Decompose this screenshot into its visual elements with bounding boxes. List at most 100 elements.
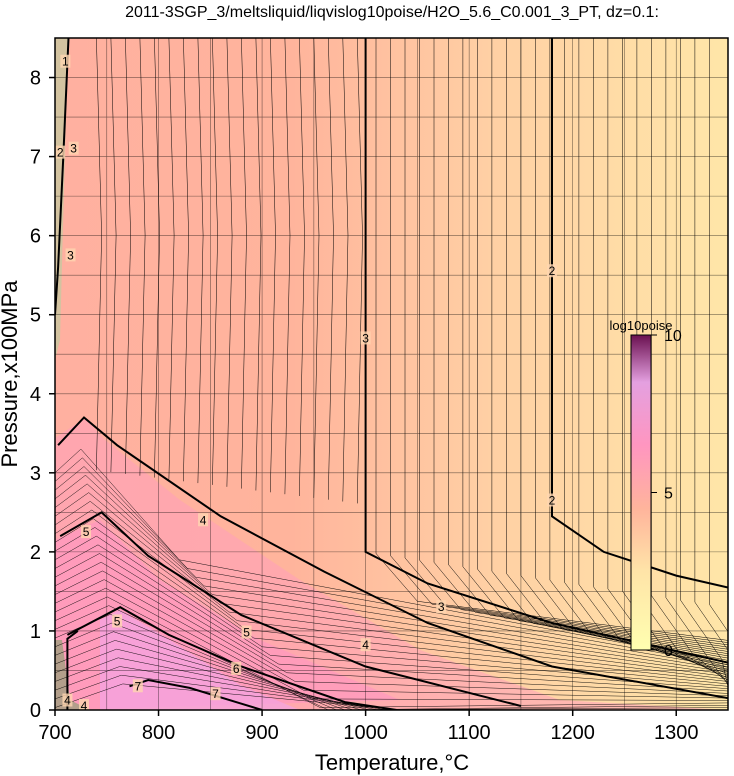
contour-label-bg	[132, 679, 143, 693]
x-tick-label: 1300	[654, 722, 699, 744]
contour-label-bg	[81, 525, 92, 539]
contour-line	[154, 38, 160, 478]
contour-line	[55, 527, 728, 685]
x-tick-label: 1000	[343, 722, 388, 744]
contour-label: 2	[549, 264, 556, 278]
contour-line	[709, 38, 728, 692]
contour-line-4	[57, 416, 728, 700]
contour-label: 5	[114, 614, 121, 628]
colorbar-title: log10poise	[610, 318, 673, 333]
contour-line	[328, 38, 334, 500]
contour-line	[390, 38, 728, 643]
y-tick-label: 6	[30, 226, 41, 248]
contour-line-2	[551, 38, 728, 589]
contour-label-bg	[210, 687, 221, 701]
y-tick-label: 7	[30, 147, 41, 169]
contour-line	[55, 666, 728, 710]
contour-line	[375, 38, 728, 641]
contour-line-left-low	[66, 630, 79, 710]
y-axis: 0 1 2 3 4 5 6 7 8	[30, 68, 55, 722]
colorbar: log10poise 0 5 10	[610, 318, 682, 660]
contour-line	[168, 38, 175, 480]
contour-label: 4	[81, 699, 88, 713]
colorbar-tick-label: 10	[664, 328, 682, 345]
contour-line	[55, 448, 728, 663]
y-tick-label: 3	[30, 463, 41, 485]
x-axis-label: Temperature,°C	[315, 750, 469, 775]
x-tick-label: 1100	[448, 722, 491, 744]
contour-line	[694, 38, 728, 690]
contour-label-bg	[55, 145, 66, 159]
y-tick-label: 8	[30, 68, 41, 90]
contour-label-bg	[65, 248, 76, 262]
contour-line	[448, 38, 728, 652]
contour-line	[313, 38, 320, 498]
contour-line	[226, 38, 233, 487]
x-tick-label: 700	[38, 722, 71, 744]
contour-line-3	[364, 38, 728, 664]
y-tick-label: 0	[30, 700, 41, 722]
colorbar-gradient	[630, 334, 652, 651]
x-axis: 700 800 900 1000 1100 1200 1300	[38, 710, 698, 744]
y-tick-label: 2	[30, 542, 41, 564]
contour-label-bg	[198, 513, 209, 527]
contour-line	[125, 38, 131, 474]
contour-line	[55, 683, 728, 710]
contour-line	[651, 38, 728, 683]
x-tick-label: 900	[245, 722, 278, 744]
contour-line	[55, 535, 728, 687]
contour-line	[433, 38, 728, 650]
contour-line	[55, 648, 728, 710]
contour-line-6	[66, 606, 397, 710]
contour-line	[55, 674, 728, 710]
y-axis-label: Pressure,x100MPa	[0, 280, 22, 468]
contour-label: 4	[64, 694, 71, 708]
contour-line	[55, 466, 728, 668]
contour-label-bg	[112, 614, 123, 628]
contour-line	[593, 38, 728, 674]
contour-line	[55, 501, 728, 678]
contour-label: 1	[62, 55, 69, 69]
contour-line	[55, 457, 728, 666]
contour-label: 4	[200, 513, 207, 527]
contour-line	[255, 38, 262, 491]
chart-title: 2011-3SGP_3/meltsliquid/liqvislog10poise…	[125, 4, 659, 21]
contour-line	[96, 38, 102, 471]
colorbar-tick-label: 0	[664, 643, 673, 660]
contour-label-bg	[546, 493, 557, 507]
contour-label-bg	[241, 625, 252, 639]
contour-label: 3	[362, 331, 369, 345]
contour-line	[284, 38, 291, 495]
contour-line	[55, 544, 728, 689]
contour-line	[55, 579, 728, 699]
contour-label-bg	[78, 699, 89, 710]
contour-line	[55, 553, 728, 692]
contour-line	[110, 38, 117, 473]
contour-line	[55, 518, 728, 682]
contour-line	[55, 587, 728, 701]
contour-label-bg	[546, 264, 557, 278]
contour-line	[270, 38, 276, 493]
contour-line	[299, 38, 305, 497]
contour-label-bg	[62, 693, 73, 707]
contour-line	[462, 38, 728, 654]
contour-label: 3	[67, 248, 74, 262]
contour-label: 7	[134, 679, 141, 693]
contour-label-bg	[436, 600, 447, 614]
contour-line	[212, 38, 218, 485]
contour-label: 5	[83, 525, 90, 539]
contour-line-5	[59, 511, 522, 707]
contour-label: 5	[243, 626, 250, 640]
contour-line	[55, 561, 728, 694]
plot-frame	[54, 37, 729, 711]
y-tick-label: 5	[30, 305, 41, 327]
contour-line	[241, 38, 247, 489]
contour-line	[419, 38, 728, 648]
contour-label-bg	[360, 331, 371, 345]
x-tick-label: 800	[142, 722, 175, 744]
contour-line	[55, 474, 728, 670]
contour-line	[357, 38, 363, 504]
contour-line	[197, 38, 204, 484]
